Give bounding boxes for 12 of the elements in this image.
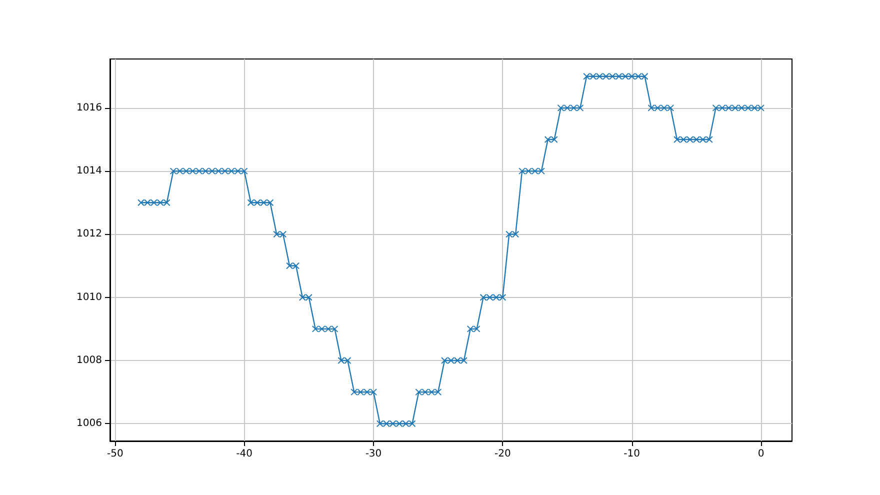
y-tick-label: 1014 — [76, 166, 102, 177]
y-tick-label: 1008 — [76, 354, 102, 366]
x-tick-label: -50 — [106, 448, 124, 460]
x-tick-label: 0 — [758, 448, 764, 460]
y-tick-label: 1010 — [76, 292, 102, 303]
y-tick-label: 1016 — [76, 102, 102, 114]
x-tick-label: -30 — [365, 448, 382, 460]
x-tick-label: -40 — [236, 448, 253, 460]
y-tick-label: 1012 — [76, 228, 102, 240]
x-tick-label: -20 — [494, 448, 511, 460]
y-tick-label: 1006 — [76, 418, 102, 430]
x-tick-label: -10 — [624, 448, 640, 460]
